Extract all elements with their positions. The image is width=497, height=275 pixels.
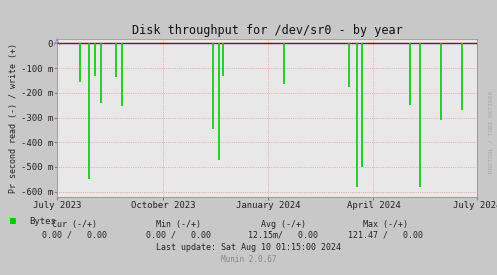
- Y-axis label: Pr second read (-) / write (+): Pr second read (-) / write (+): [9, 43, 18, 192]
- Text: Cur (-/+): Cur (-/+): [52, 220, 97, 229]
- Text: 0.00 /   0.00: 0.00 / 0.00: [147, 231, 211, 240]
- Text: Avg (-/+): Avg (-/+): [261, 220, 306, 229]
- Text: ■: ■: [10, 216, 16, 226]
- Text: 0.00 /   0.00: 0.00 / 0.00: [42, 231, 107, 240]
- Title: Disk throughput for /dev/sr0 - by year: Disk throughput for /dev/sr0 - by year: [132, 24, 403, 37]
- Text: 121.47 /   0.00: 121.47 / 0.00: [348, 231, 422, 240]
- Text: Last update: Sat Aug 10 01:15:00 2024: Last update: Sat Aug 10 01:15:00 2024: [156, 243, 341, 252]
- Text: Munin 2.0.67: Munin 2.0.67: [221, 255, 276, 264]
- Text: RRDTOOL / TOBI OETIKER: RRDTOOL / TOBI OETIKER: [489, 91, 494, 173]
- Text: Max (-/+): Max (-/+): [363, 220, 408, 229]
- Text: 12.15m/   0.00: 12.15m/ 0.00: [248, 231, 318, 240]
- Text: Min (-/+): Min (-/+): [157, 220, 201, 229]
- Text: Bytes: Bytes: [29, 217, 56, 226]
